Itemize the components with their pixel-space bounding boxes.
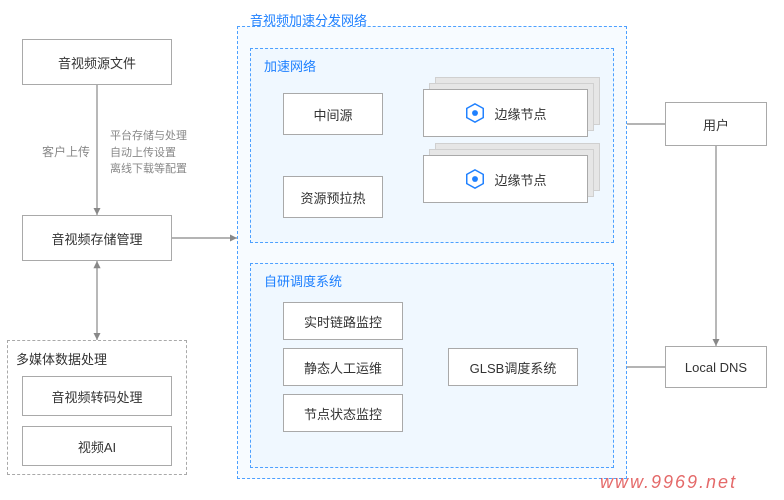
arrow-label-config: 平台存储与处理 自动上传设置 离线下载等配置: [110, 128, 187, 178]
node-label: 资源预拉热: [300, 188, 365, 207]
sched-panel-title: 自研调度系统: [264, 271, 342, 290]
main-panel-title: 音视频加速分发网络: [250, 10, 367, 29]
process-group-title: 多媒体数据处理: [16, 349, 107, 368]
node-label: 音视频存储管理: [51, 229, 142, 248]
node-storage-mgmt: 音视频存储管理: [22, 215, 172, 261]
watermark-text: www.9969.net: [600, 472, 737, 493]
node-user: 用户: [665, 102, 767, 146]
node-label: 音视频转码处理: [51, 387, 142, 406]
node-label: 边缘节点: [494, 170, 546, 189]
node-preheat: 资源预拉热: [283, 176, 383, 218]
node-label: 用户: [703, 115, 729, 134]
node-manual-ops: 静态人工运维: [283, 348, 403, 386]
node-label: Local DNS: [685, 360, 747, 375]
node-edge-1: 边缘节点: [423, 89, 588, 137]
node-label: 边缘节点: [494, 104, 546, 123]
node-edge-2: 边缘节点: [423, 155, 588, 203]
arrow-label-upload: 客户上传: [42, 143, 90, 160]
node-realtime: 实时链路监控: [283, 302, 403, 340]
node-label: 视频AI: [78, 437, 116, 456]
node-source-file: 音视频源文件: [22, 39, 172, 85]
node-intermediate: 中间源: [283, 93, 383, 135]
hex-node-icon: [464, 168, 486, 190]
node-local-dns: Local DNS: [665, 346, 767, 388]
node-video-ai: 视频AI: [22, 426, 172, 466]
accel-panel-title: 加速网络: [264, 56, 316, 75]
node-glsb: GLSB调度系统: [448, 348, 578, 386]
node-label: 实时链路监控: [304, 312, 382, 331]
node-node-status: 节点状态监控: [283, 394, 403, 432]
node-label: 音视频源文件: [58, 53, 136, 72]
hex-node-icon: [464, 102, 486, 124]
node-label: GLSB调度系统: [470, 358, 557, 377]
node-transcode: 音视频转码处理: [22, 376, 172, 416]
node-label: 中间源: [313, 105, 352, 124]
node-label: 静态人工运维: [304, 358, 382, 377]
node-label: 节点状态监控: [304, 404, 382, 423]
